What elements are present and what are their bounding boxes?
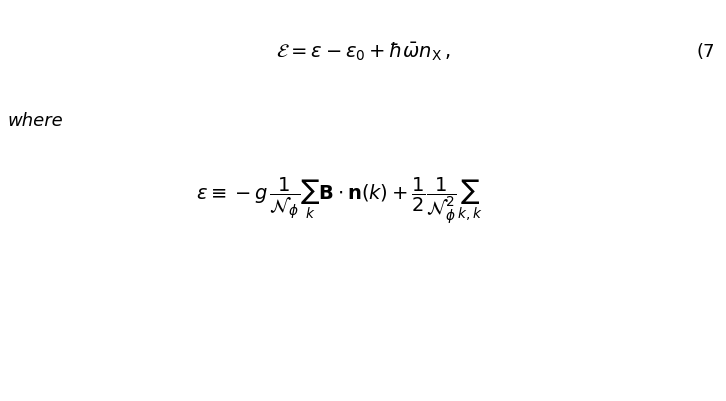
Text: (7: (7 bbox=[697, 43, 715, 61]
Text: $\epsilon \equiv -g\,\dfrac{1}{\mathcal{N}_{\phi}}\sum_{k}\mathbf{B}\cdot\mathbf: $\epsilon \equiv -g\,\dfrac{1}{\mathcal{… bbox=[196, 175, 483, 226]
Text: $\mathcal{E} = \epsilon - \epsilon_0 + \hbar\bar{\omega}n_{\mathrm{X}}\,,$: $\mathcal{E} = \epsilon - \epsilon_0 + \… bbox=[276, 41, 450, 63]
Text: where: where bbox=[7, 111, 63, 129]
